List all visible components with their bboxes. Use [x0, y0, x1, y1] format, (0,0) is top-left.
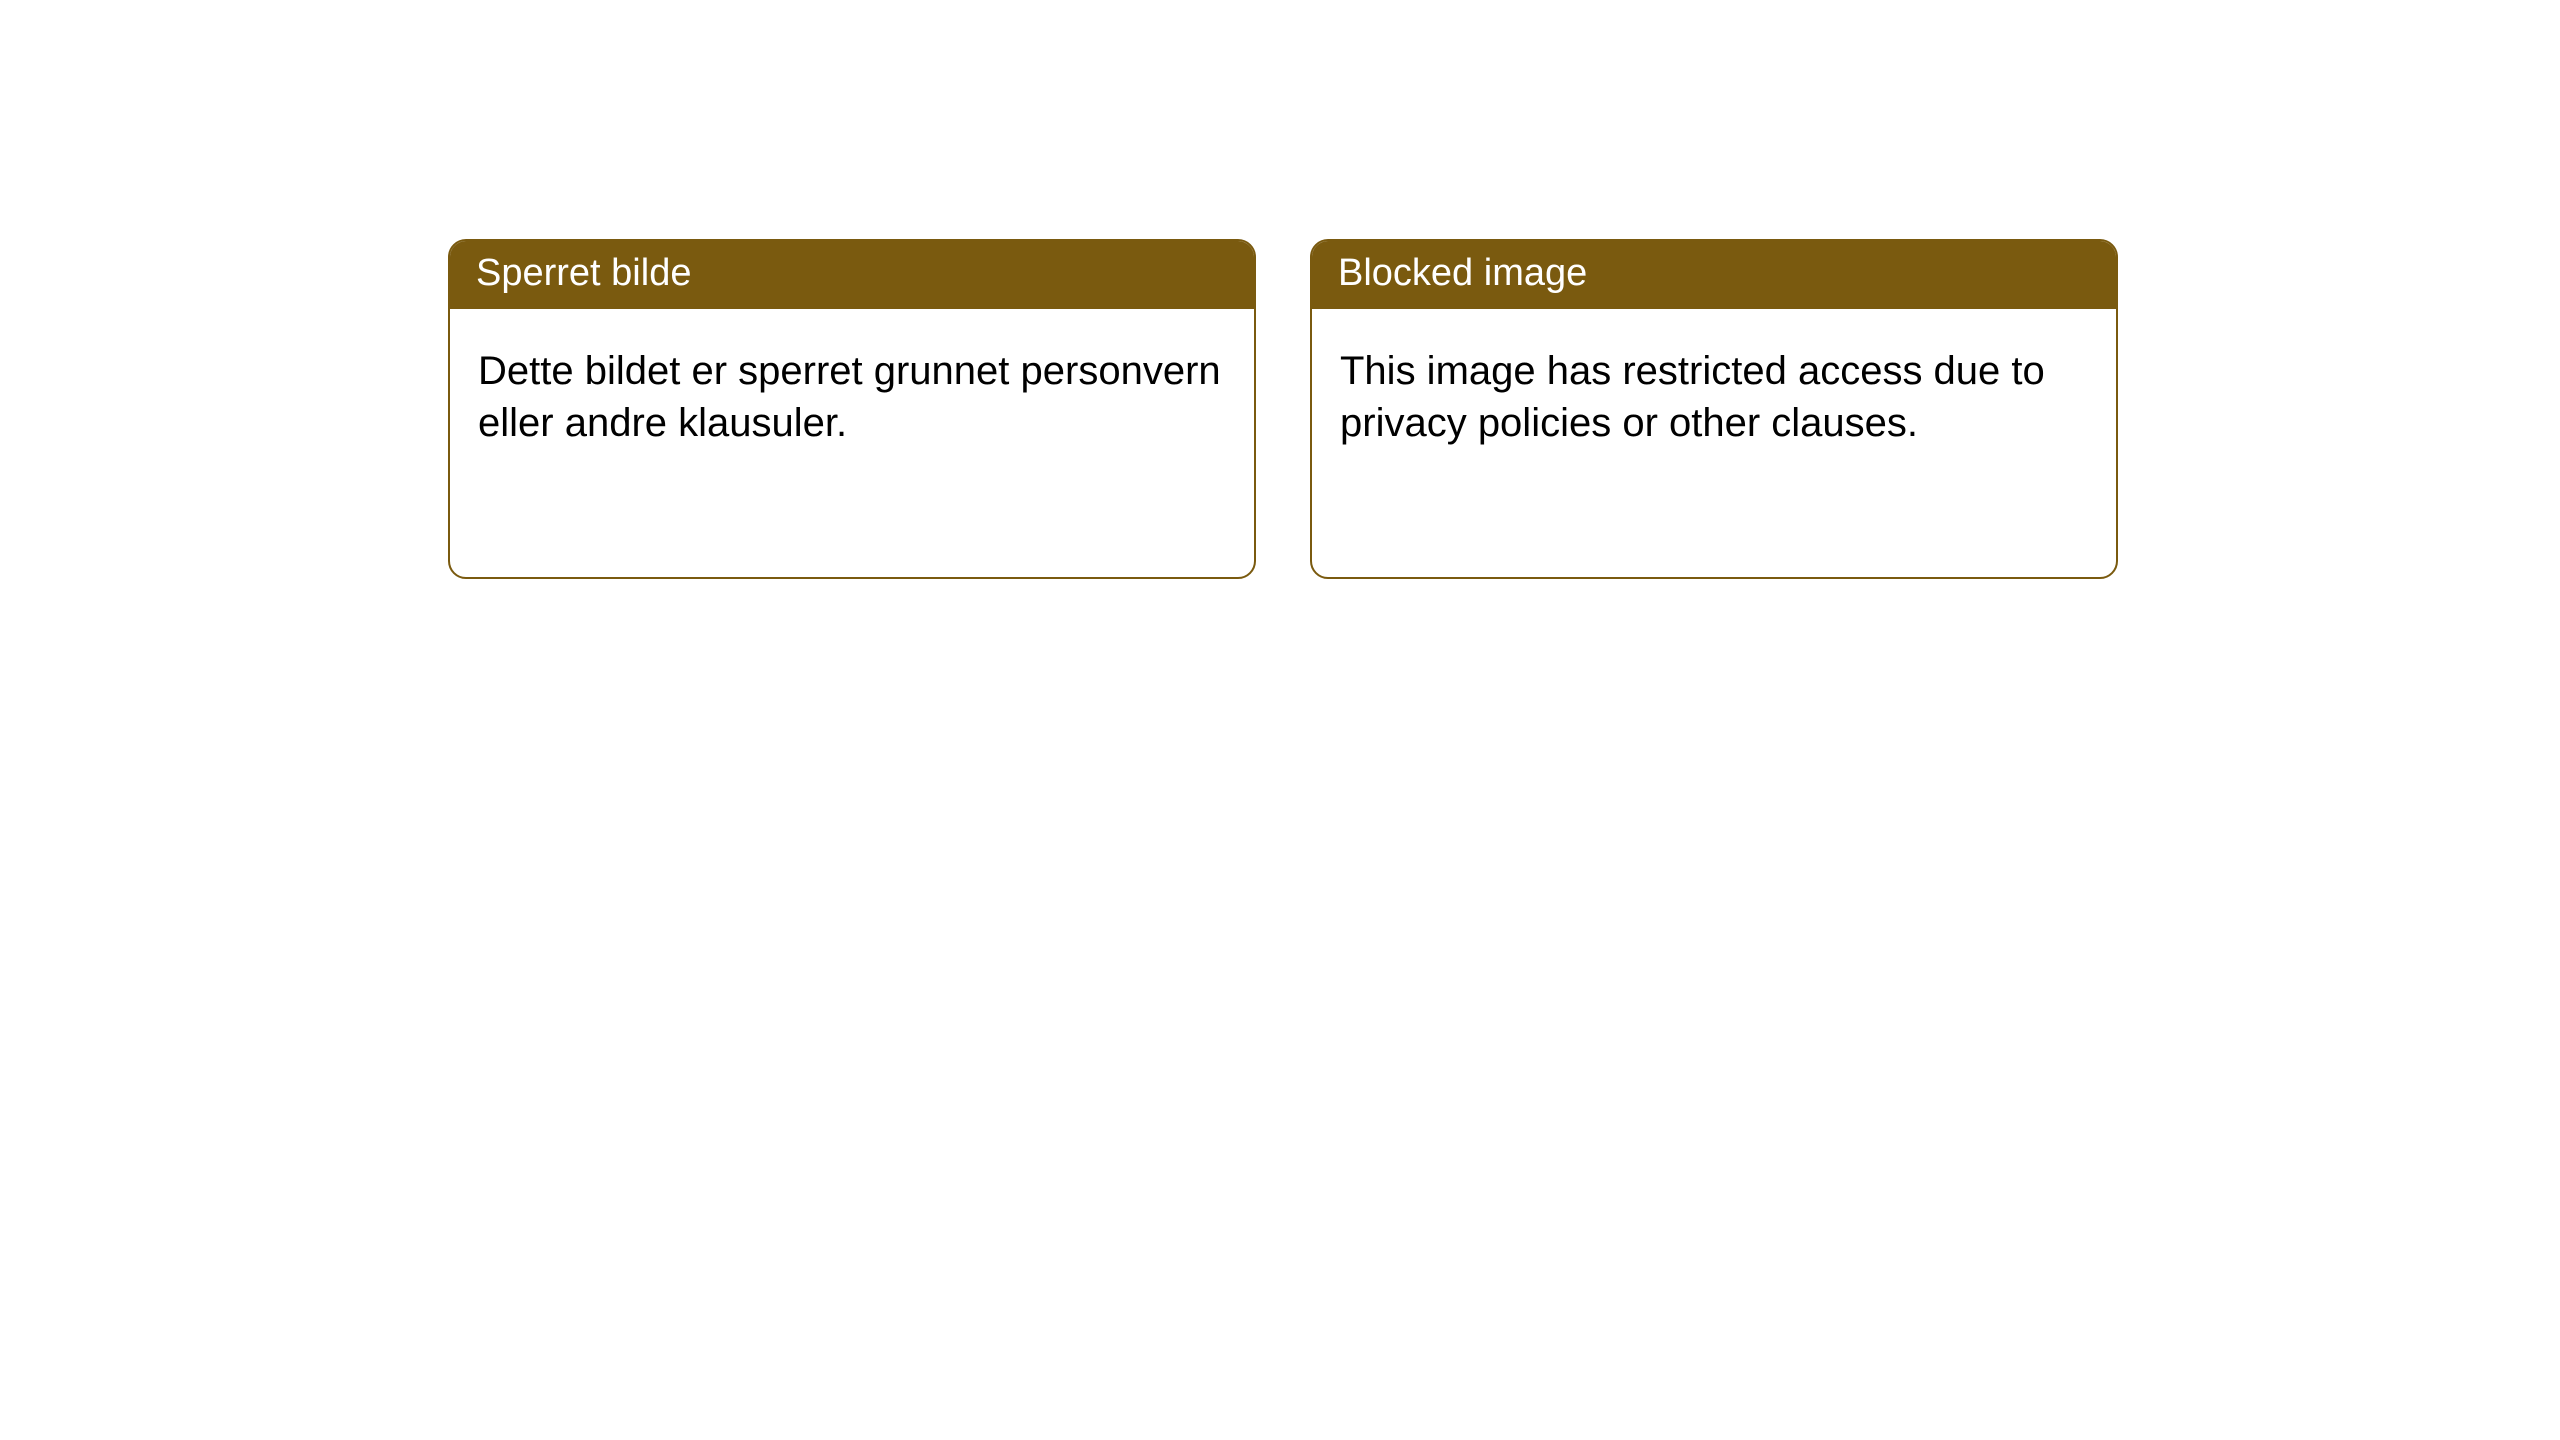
card-body: This image has restricted access due to …	[1312, 309, 2116, 487]
card-body-text: This image has restricted access due to …	[1340, 349, 2045, 446]
card-body-text: Dette bildet er sperret grunnet personve…	[478, 349, 1221, 446]
card-header: Blocked image	[1312, 241, 2116, 309]
blocked-image-card-en: Blocked image This image has restricted …	[1310, 239, 2118, 579]
card-title: Blocked image	[1338, 252, 1587, 294]
card-header: Sperret bilde	[450, 241, 1254, 309]
card-body: Dette bildet er sperret grunnet personve…	[450, 309, 1254, 487]
card-title: Sperret bilde	[476, 252, 691, 294]
blocked-image-card-no: Sperret bilde Dette bildet er sperret gr…	[448, 239, 1256, 579]
notice-cards-container: Sperret bilde Dette bildet er sperret gr…	[0, 0, 2560, 579]
